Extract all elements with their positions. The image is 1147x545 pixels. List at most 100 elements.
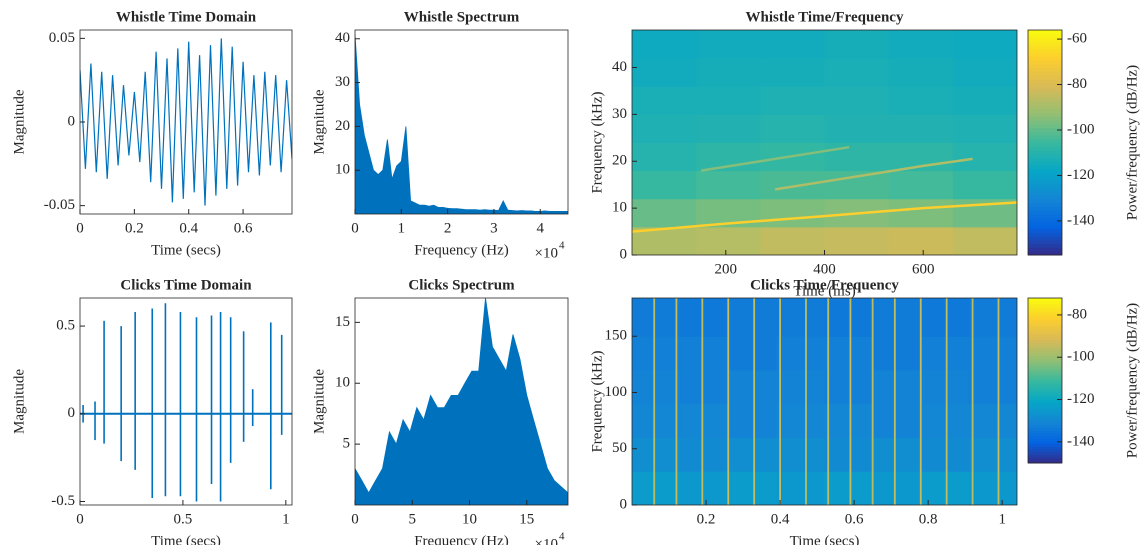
heatmap-cell (776, 336, 825, 371)
x-tick-label: 0 (76, 511, 84, 527)
colorbar-slice (1028, 127, 1062, 132)
x-tick-label: 1 (398, 220, 406, 236)
heatmap-cell (888, 226, 954, 255)
heatmap-cell (728, 370, 777, 405)
colorbar-slice (1028, 37, 1062, 42)
heatmap-cell (920, 437, 970, 472)
colorbar-tick-label: -120 (1067, 167, 1095, 183)
x-axis-label: Time (secs) (151, 242, 221, 258)
heatmap-cell (632, 86, 697, 115)
colorbar-slice (1028, 311, 1062, 315)
colorbar-slice (1028, 372, 1062, 376)
y-tick-label: 50 (612, 440, 627, 456)
y-tick-label: 0.5 (56, 318, 75, 334)
colorbar-slice (1028, 366, 1062, 370)
colorbar-slice (1028, 161, 1062, 166)
colorbar-slice (1028, 153, 1062, 158)
heatmap-cell (888, 114, 954, 143)
colorbar-slice (1028, 236, 1062, 241)
heatmap-cell (680, 370, 729, 405)
plot-area (632, 298, 1017, 505)
colorbar-tick-label: -60 (1067, 31, 1087, 47)
colorbar-slice (1028, 183, 1062, 188)
chart-title: Clicks Time Domain (120, 277, 252, 293)
heatmap-cell (760, 30, 825, 59)
heatmap-cell (632, 58, 697, 87)
colorbar-slice (1028, 419, 1062, 423)
heatmap-cell (632, 370, 681, 405)
colorbar-slice (1028, 172, 1062, 177)
heatmap-cell (632, 30, 697, 59)
heatmap-cell (920, 471, 970, 505)
x-axis-label: Frequency (Hz) (414, 533, 509, 545)
colorbar-slice (1028, 108, 1062, 113)
colorbar-slice (1028, 358, 1062, 362)
plot-area (632, 30, 1017, 255)
y-tick-label: 20 (335, 118, 350, 134)
colorbar-slice (1028, 339, 1062, 343)
colorbar-slice (1028, 206, 1062, 211)
y-axis-label: Magnitude (311, 89, 327, 154)
heatmap-cell (824, 298, 874, 337)
x-exponent: 4 (559, 240, 565, 252)
heatmap-cell (920, 336, 970, 371)
colorbar-slice (1028, 391, 1062, 395)
heatmap-cell (952, 86, 1017, 115)
heatmap-cell (728, 403, 777, 438)
x-tick-label: 0.2 (125, 220, 144, 236)
colorbar-slice (1028, 397, 1062, 401)
heatmap-cell (632, 471, 681, 505)
y-tick-label: 10 (612, 200, 627, 216)
colorbar-slice (1028, 441, 1062, 445)
colorbar-slice (1028, 60, 1062, 65)
colorbar-tick-label: -80 (1067, 76, 1087, 92)
chart-title: Clicks Spectrum (408, 277, 515, 293)
heatmap-cell (824, 86, 890, 115)
heatmap-cell (968, 403, 1017, 438)
axes-box (354, 297, 569, 506)
heatmap-cell (680, 403, 729, 438)
axes-box (79, 297, 293, 506)
chart-title: Whistle Spectrum (404, 9, 520, 25)
heatmap-cell (872, 370, 922, 405)
chart-title: Clicks Time/Frequency (750, 277, 899, 293)
x-tick-label: 0 (351, 511, 359, 527)
heatmap-cell (696, 30, 761, 59)
colorbar-slice (1028, 48, 1062, 53)
x-tick-label: 0.6 (845, 511, 864, 527)
heatmap-cell (632, 198, 697, 228)
x-tick-label: 400 (813, 261, 836, 277)
colorbar-slice (1028, 443, 1062, 447)
colorbar-frame (1027, 29, 1063, 256)
colorbar-slice (1028, 394, 1062, 398)
colorbar-slice (1028, 243, 1062, 248)
colorbar-slice (1028, 247, 1062, 252)
y-tick-label: 30 (612, 106, 627, 122)
colorbar-slice (1028, 353, 1062, 357)
colorbar-label: Power/frequency (dB/Hz) (1124, 65, 1140, 220)
colorbar-slice (1028, 71, 1062, 76)
colorbar-slice (1028, 314, 1062, 318)
heatmap-cell (680, 298, 729, 337)
y-tick-label: 20 (612, 153, 627, 169)
colorbar-slice (1028, 165, 1062, 170)
colorbar-slice (1028, 142, 1062, 147)
y-tick-label: 30 (335, 74, 350, 90)
y-axis-label: Magnitude (311, 369, 327, 434)
heatmap-cell (728, 298, 777, 337)
y-axis-label: Frequency (kHz) (589, 350, 605, 452)
y-tick-label: 0.05 (49, 30, 75, 46)
colorbar-slice (1028, 168, 1062, 173)
colorbar-slice (1028, 298, 1062, 302)
heatmap-cell (952, 142, 1017, 172)
colorbar-frame (1027, 297, 1063, 464)
heatmap-cell (824, 114, 890, 143)
colorbar-slice (1028, 213, 1062, 218)
x-tick-label: 200 (715, 261, 738, 277)
colorbar-slice (1028, 131, 1062, 136)
colorbar-slice (1028, 105, 1062, 110)
y-axis-label: Frequency (kHz) (589, 91, 605, 193)
x-tick-label: 15 (519, 511, 534, 527)
y-tick-label: 100 (605, 384, 628, 400)
heatmap-cell (696, 86, 761, 115)
